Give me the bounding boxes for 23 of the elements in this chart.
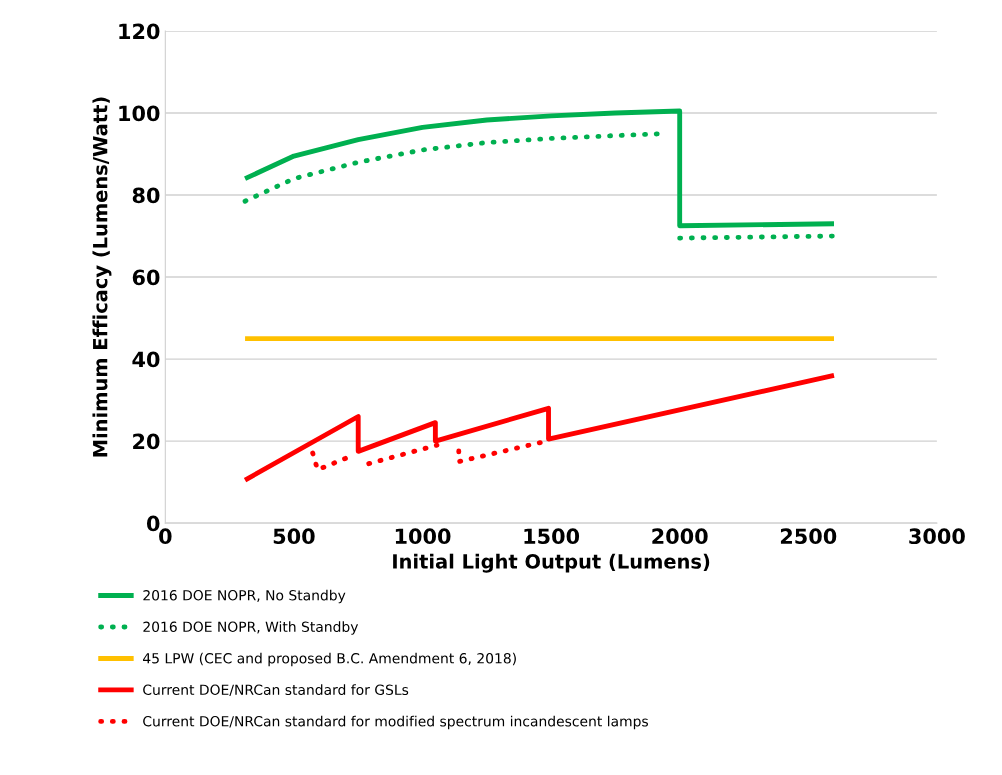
x-tick-label: 0 [159,528,172,545]
legend-label: 2016 DOE NOPR, With Standby [143,621,359,635]
legend-label: Current DOE/NRCan standard for GSLs [143,684,409,697]
x-tick-label: 500 [273,528,315,545]
x-tick-label: 2500 [780,528,837,545]
y-tick-label: 80 [132,187,160,204]
y-tick-label: 120 [119,23,160,40]
y-tick-label: 20 [133,433,160,450]
x-axis-title: Initial Light Output (Lumens) [393,553,710,573]
legend-label: 45 LPW (CEC and proposed B.C. Amendment 6, 2018) [143,652,516,667]
x-tick-label: 1000 [395,528,451,545]
y-tick-label: 60 [132,269,160,286]
x-tick-label: 1500 [524,528,580,545]
y-tick-label: 0 [146,515,160,532]
x-tick-label: 3000 [909,528,965,545]
line-series [242,373,837,483]
legend-label: Current DOE/NRCan standard for modified spectrum incandescent lamps [143,715,648,730]
y-tick-label: 40 [132,351,160,368]
legend-label: 2016 DOE NOPR, No Standby [143,589,346,604]
y-tick-label: 100 [119,105,160,122]
line-series [242,108,837,229]
y-axis-title: Minimum Efficacy (Lumens/Watt) [92,97,112,457]
x-tick-label: 2000 [652,528,708,545]
